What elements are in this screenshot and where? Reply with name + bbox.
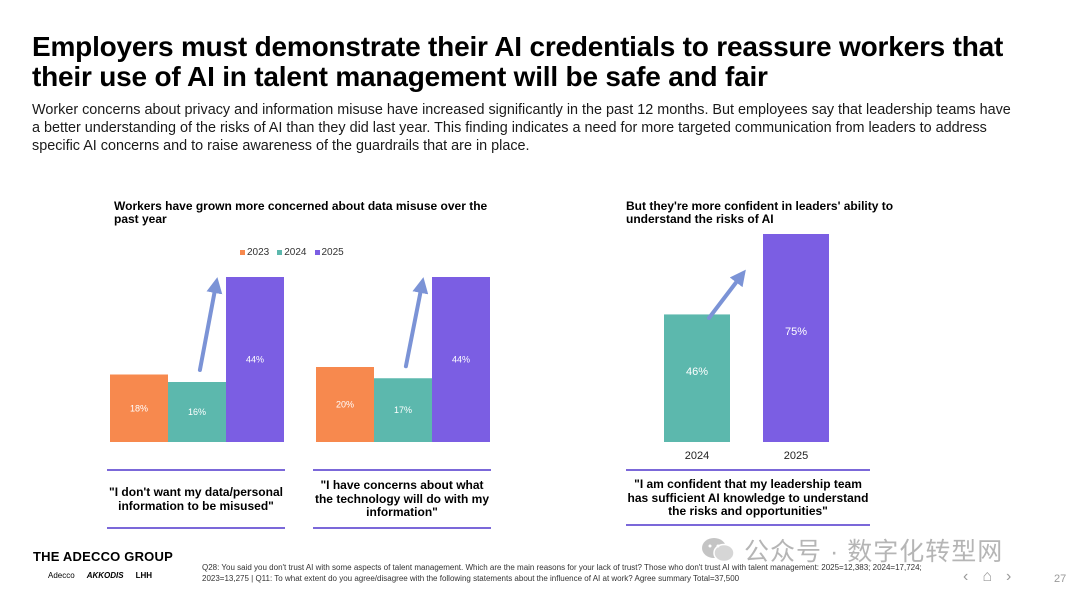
bar-a1-2025: [226, 277, 284, 442]
bar-a2-2023: [316, 367, 374, 442]
trend-arrow-a1: [197, 277, 223, 372]
tick-label-b-2024: 2024: [685, 450, 709, 462]
legend-item-2025: 2025: [314, 247, 344, 258]
quote-a2-top-rule: [313, 469, 491, 471]
legend-swatch-2024: [277, 250, 283, 255]
watermark-text: 公众号 · 数字化转型网: [744, 538, 1004, 566]
legend-swatch-2023: [240, 250, 245, 255]
tick-label-b-2025: 2025: [784, 450, 808, 462]
bar-label-a2-2025: 44%: [452, 355, 470, 365]
legend-label-2024: 2024: [284, 247, 307, 258]
nav-prev-icon[interactable]: ‹: [963, 568, 969, 585]
trend-arrow-a2: [403, 277, 429, 369]
adecco-group-logo: THE ADECCO GROUP: [33, 549, 173, 564]
bar-label-a2-2023: 20%: [336, 400, 354, 410]
quote-a1: "I don't want my data/personal informati…: [109, 485, 283, 513]
bar-a1-2023: [110, 374, 168, 442]
brand-adecco: Adecco: [48, 571, 75, 580]
nav-home-icon[interactable]: ⌂: [982, 568, 992, 585]
bar-label-a1-2023: 18%: [130, 403, 148, 413]
wechat-icon: [702, 538, 735, 563]
legend-label-2023: 2023: [247, 247, 270, 258]
bar-a1-2024: [168, 382, 226, 442]
bar-label-b-2025: 75%: [785, 326, 807, 338]
page-subtitle: Worker concerns about privacy and inform…: [32, 102, 1011, 154]
legend-item-2024: 2024: [277, 247, 307, 258]
bar-label-a1-2024: 16%: [188, 407, 206, 417]
bar-a2-2025: [432, 277, 490, 442]
quote-b-top-rule: [626, 469, 870, 471]
quote-b: "I am confident that my leadership team …: [627, 477, 869, 518]
quote-a2: "I have concerns about what the technolo…: [314, 478, 489, 519]
chart-a-title: Workers have grown more concerned about …: [114, 199, 488, 226]
chart-b-title: But they're more confident in leaders' a…: [626, 199, 894, 226]
brand-list: Adecco AKKODIS LHH: [48, 571, 152, 580]
page-number: 27: [1054, 573, 1067, 585]
legend-item-2023: 2023: [240, 247, 269, 258]
brand-lhh: LHH: [135, 571, 153, 580]
bar-label-b-2024: 46%: [686, 366, 708, 378]
quote-a1-bottom-rule: [107, 527, 285, 529]
bar-b-2025: [763, 234, 829, 442]
trend-arrow-b: [707, 269, 746, 320]
footnote: Q28: You said you don't trust AI with so…: [202, 563, 922, 583]
bar-label-a1-2025: 44%: [246, 355, 264, 365]
bar-label-a2-2024: 17%: [394, 405, 412, 415]
wechat-watermark: 公众号 · 数字化转型网: [700, 532, 1003, 568]
nav-next-icon[interactable]: ›: [1006, 568, 1012, 585]
bar-b-2024: [664, 314, 730, 442]
quote-a2-bottom-rule: [313, 527, 491, 529]
page-title: Employers must demonstrate their AI cred…: [32, 31, 1004, 92]
legend-label-2025: 2025: [321, 247, 344, 258]
legend-swatch-2025: [314, 250, 320, 255]
chart-a-legend: 2023 2024 2025: [240, 247, 344, 258]
slide-nav: ‹ ⌂ ›: [963, 568, 1011, 586]
quote-b-bottom-rule: [626, 524, 870, 526]
brand-akkodis: AKKODIS: [86, 571, 124, 580]
bar-a2-2024: [374, 378, 432, 442]
quote-a1-top-rule: [107, 469, 285, 471]
